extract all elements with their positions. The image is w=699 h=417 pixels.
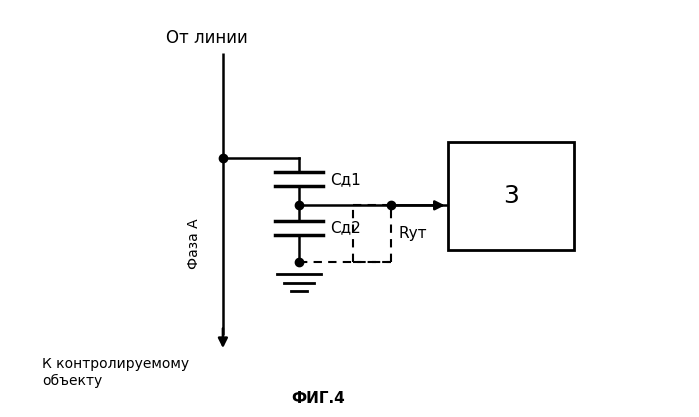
Bar [447, 142, 574, 250]
Text: Сд2: Сд2 [331, 221, 361, 236]
Text: ФИГ.4: ФИГ.4 [291, 391, 345, 406]
Text: Сд1: Сд1 [331, 172, 361, 187]
Text: К контролируемому
объекту: К контролируемому объекту [43, 357, 189, 387]
Text: Фаза А: Фаза А [187, 218, 201, 269]
Text: 3: 3 [503, 184, 519, 208]
Text: От линии: От линии [166, 29, 247, 47]
Text: Rут: Rут [398, 226, 427, 241]
